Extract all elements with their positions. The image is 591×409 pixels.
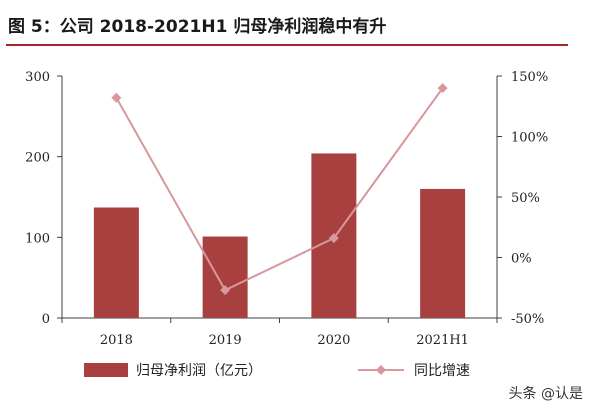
bar-2019 — [202, 236, 248, 318]
legend-swatch-marker — [376, 365, 386, 375]
legend-swatch-bar — [84, 363, 128, 377]
watermark: 头条 @认是 — [508, 386, 583, 402]
right-axis-tick-label: 0% — [511, 252, 532, 267]
x-axis-tick-label: 2019 — [209, 333, 242, 348]
bar-2018 — [93, 207, 139, 318]
left-axis-tick-label: 0 — [42, 312, 50, 327]
right-axis-tick-label: 100% — [511, 131, 548, 146]
x-axis-tick-label: 2020 — [317, 333, 350, 348]
legend-label-line: 同比增速 — [414, 363, 470, 379]
left-axis-tick-label: 200 — [25, 151, 50, 166]
left-axis-tick-label: 100 — [25, 231, 50, 246]
figure-title: 图 5：公司 2018-2021H1 归母净利润稳中有升 — [8, 17, 387, 37]
growth-line — [115, 87, 444, 292]
bar-2021H1 — [420, 188, 466, 318]
right-axis-tick-label: -50% — [511, 312, 544, 327]
right-axis-tick-label: 50% — [511, 191, 540, 206]
left-axis-tick-label: 300 — [25, 70, 50, 85]
growth-point-2020 — [328, 233, 339, 244]
growth-point-2019 — [220, 285, 231, 296]
right-axis-tick-label: 150% — [511, 70, 548, 85]
legend-label-bar: 归母净利润（亿元） — [136, 362, 262, 379]
growth-point-2018 — [111, 92, 122, 103]
x-axis-tick-label: 2021H1 — [416, 333, 469, 348]
growth-point-2021H1 — [437, 83, 448, 94]
x-axis-tick-label: 2018 — [100, 333, 133, 348]
title-rule — [6, 44, 568, 46]
